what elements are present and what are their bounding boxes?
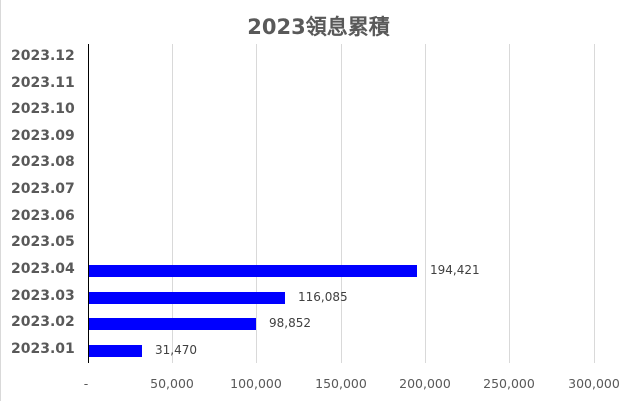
category-label: 2023.01 — [11, 341, 75, 357]
data-label: 116,085 — [298, 290, 348, 304]
data-label: 98,852 — [269, 316, 311, 330]
x-tick-label: 200,000 — [399, 376, 451, 391]
x-tick-label: - — [83, 376, 89, 391]
category-label: 2023.06 — [11, 208, 75, 224]
gridline — [509, 44, 510, 363]
bar-2023-04 — [89, 265, 417, 277]
category-label: 2023.12 — [11, 48, 75, 64]
x-tick-label: 50,000 — [150, 376, 194, 391]
gridline — [594, 44, 595, 363]
bar-2023-02 — [89, 318, 256, 330]
x-tick-label: 250,000 — [483, 376, 535, 391]
gridline — [256, 44, 257, 363]
x-tick-label: 150,000 — [315, 376, 367, 391]
category-label: 2023.07 — [11, 181, 75, 197]
bar-2023-03 — [89, 292, 285, 304]
chart-title: 2023領息累積 — [247, 15, 390, 39]
data-label: 194,421 — [430, 263, 480, 277]
category-label: 2023.09 — [11, 128, 75, 144]
x-tick-label: 100,000 — [230, 376, 282, 391]
category-label: 2023.04 — [11, 261, 75, 277]
category-label: 2023.11 — [11, 75, 75, 91]
category-label: 2023.08 — [11, 154, 75, 170]
data-label: 31,470 — [155, 343, 197, 357]
gridline — [425, 44, 426, 363]
plot-area: 194,421 116,085 98,852 31,470 — [88, 44, 608, 363]
category-label: 2023.10 — [11, 101, 75, 117]
gridline — [341, 44, 342, 363]
category-label: 2023.02 — [11, 314, 75, 330]
category-label: 2023.05 — [11, 234, 75, 250]
gridline — [172, 44, 173, 363]
bar-2023-01 — [89, 345, 142, 357]
category-label: 2023.03 — [11, 288, 75, 304]
category-axis-line — [88, 44, 89, 363]
x-tick-label: 300,000 — [568, 376, 620, 391]
